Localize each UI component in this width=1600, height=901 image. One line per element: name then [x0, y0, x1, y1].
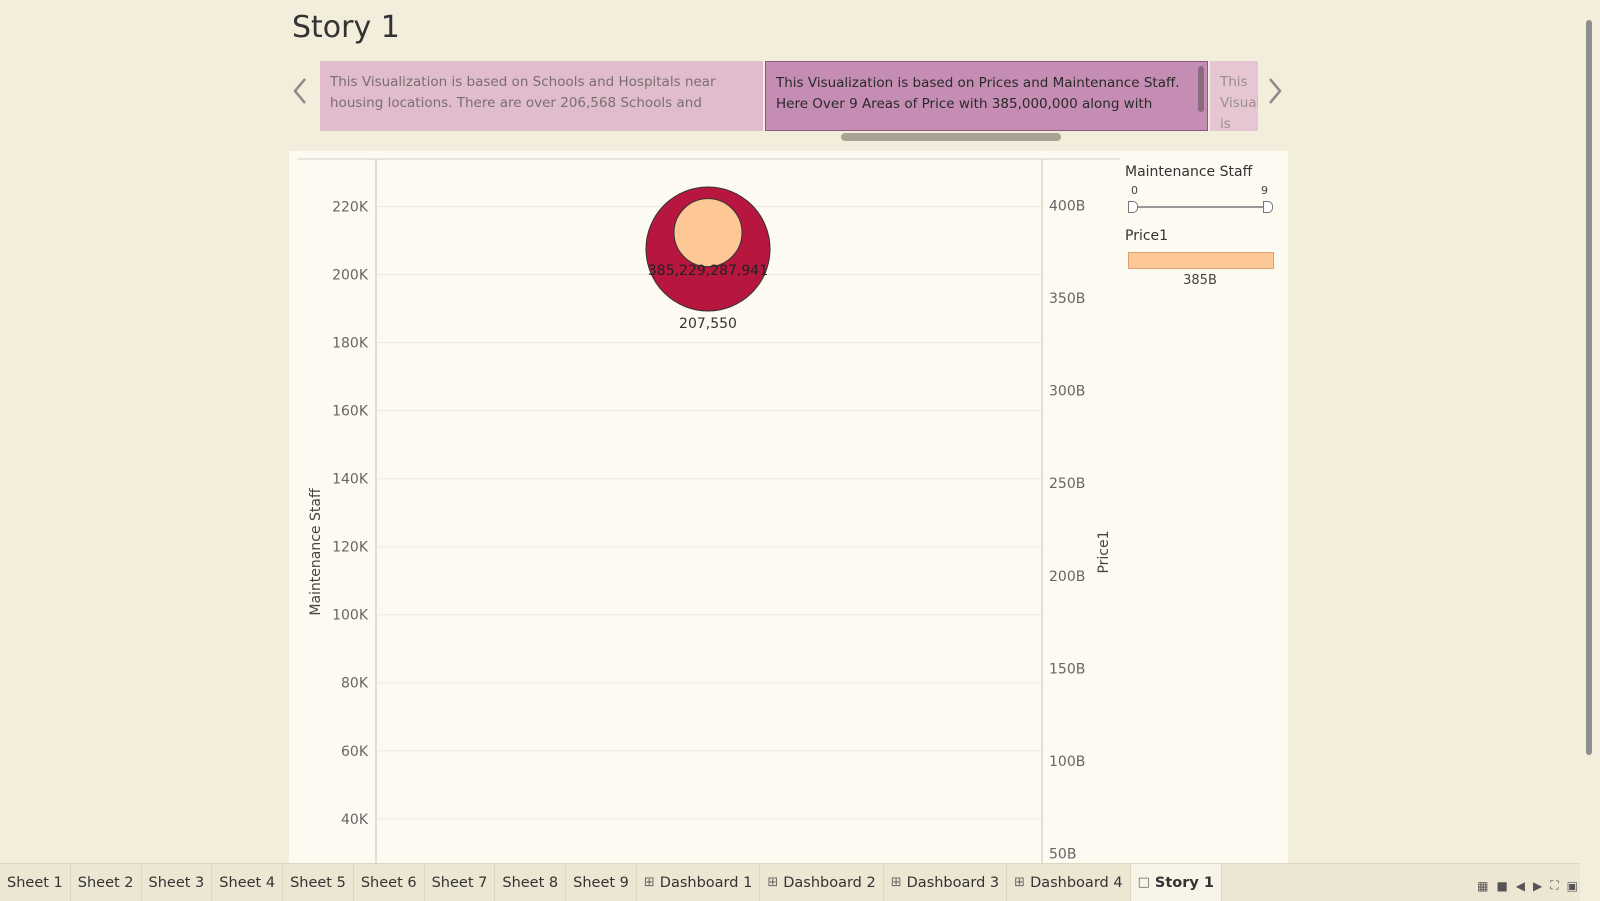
- right-tick-label: 400B: [1049, 198, 1085, 214]
- tab-sheet-1[interactable]: Sheet 1: [0, 864, 71, 901]
- tab-label: Dashboard 4: [1030, 874, 1123, 891]
- right-tick-label: 350B: [1049, 291, 1085, 307]
- prev-story-point-button[interactable]: [291, 76, 309, 106]
- grid-view-icon[interactable]: ▦: [1477, 878, 1489, 893]
- left-tick-label: 40K: [341, 812, 369, 828]
- story-title: Story 1: [292, 10, 400, 45]
- tab-label: Story 1: [1154, 874, 1214, 891]
- tab-sheet-8[interactable]: Sheet 8: [495, 864, 567, 901]
- tab-sheet-6[interactable]: Sheet 6: [354, 864, 425, 901]
- tab-label: Sheet 7: [431, 874, 488, 891]
- chevron-right-icon: [1269, 78, 1282, 104]
- tab-dashboard-4[interactable]: ⊞ Dashboard 4: [1007, 864, 1131, 901]
- left-tick-label: 200K: [332, 268, 369, 284]
- right-axis-ticks: 50B 100B 150B 200B 250B 300B 350B 400B: [1049, 198, 1085, 862]
- right-axis-label: Price1: [1096, 530, 1112, 573]
- dashboard-icon: ⊞: [767, 875, 779, 890]
- tab-sheet-3[interactable]: Sheet 3: [142, 864, 213, 901]
- tab-dashboard-3[interactable]: ⊞ Dashboard 3: [884, 864, 1008, 901]
- left-axis-ticks: 40K 60K 80K 100K 120K 140K 160K 180K 200K 220K: [332, 200, 369, 828]
- dashboard-icon: ⊞: [643, 875, 655, 890]
- price-legend-value: 385B: [1183, 273, 1217, 288]
- slider-min-handle[interactable]: [1128, 201, 1138, 213]
- status-bar-icons: ▦ ■ ◀ ▶ ⛶ ▣: [1477, 878, 1578, 893]
- tab-label: Sheet 4: [219, 874, 276, 891]
- story-icon: □: [1137, 875, 1150, 890]
- left-tick-label: 120K: [332, 540, 369, 556]
- dashboard-icon: ⊞: [890, 875, 902, 890]
- navigator-horizontal-scrollbar[interactable]: [841, 133, 1061, 141]
- left-tick-label: 160K: [332, 404, 369, 420]
- tab-sheet-2[interactable]: Sheet 2: [71, 864, 142, 901]
- tab-label: Sheet 1: [7, 874, 63, 891]
- chevron-left-icon: [293, 78, 306, 104]
- tab-sheet-5[interactable]: Sheet 5: [283, 864, 354, 901]
- right-tick-label: 300B: [1049, 384, 1085, 400]
- tab-story-1[interactable]: □ Story 1: [1130, 864, 1222, 901]
- left-tick-label: 60K: [341, 744, 369, 760]
- maintenance-min: 0: [1131, 184, 1138, 197]
- story-point-1[interactable]: This Visualization is based on Schools a…: [320, 61, 763, 131]
- left-tick-label: 100K: [332, 608, 369, 624]
- tab-sheet-9[interactable]: Sheet 9: [566, 864, 637, 901]
- dashboard-icon: ⊞: [1014, 875, 1026, 890]
- sheet-tab-bar: Sheet 1 Sheet 2 Sheet 3 Sheet 4 Sheet 5 Sheet…: [0, 863, 1580, 901]
- price-color-swatch: [1128, 252, 1274, 269]
- tab-label: Dashboard 2: [783, 874, 876, 891]
- story-navigator: This Visualization is based on Schools a…: [320, 61, 1258, 131]
- slider-max-handle[interactable]: [1263, 201, 1273, 213]
- tab-label: Dashboard 3: [906, 874, 1000, 891]
- tab-dashboard-1[interactable]: ⊞ Dashboard 1: [637, 864, 761, 901]
- previous-icon[interactable]: ◀: [1515, 878, 1526, 893]
- right-tick-label: 250B: [1049, 476, 1085, 492]
- slider-track: [1130, 206, 1269, 208]
- tab-label: Sheet 8: [502, 874, 559, 891]
- fullscreen-icon[interactable]: ⛶: [1550, 878, 1559, 892]
- tab-label: Sheet 3: [148, 874, 205, 891]
- right-tick-label: 150B: [1049, 661, 1085, 677]
- dashboard-area: [289, 151, 1288, 863]
- maintenance-range-labels: 0 9: [1125, 184, 1285, 198]
- next-icon[interactable]: ▶: [1533, 878, 1543, 893]
- right-tick-label: 200B: [1049, 569, 1085, 585]
- maintenance-max: 9: [1261, 184, 1268, 197]
- tab-sheet-7[interactable]: Sheet 7: [425, 864, 496, 901]
- maintenance-size-slider[interactable]: [1125, 200, 1285, 214]
- next-story-point-button[interactable]: [1266, 76, 1284, 106]
- tab-dashboard-2[interactable]: ⊞ Dashboard 2: [760, 864, 884, 901]
- left-tick-label: 220K: [332, 200, 369, 216]
- tab-label: Sheet 9: [573, 874, 629, 891]
- single-view-icon[interactable]: ■: [1496, 878, 1508, 893]
- vertical-scrollbar[interactable]: [1586, 20, 1592, 755]
- price-legend-title: Price1: [1125, 228, 1169, 244]
- present-icon[interactable]: ▣: [1566, 878, 1578, 893]
- right-tick-label: 50B: [1049, 847, 1076, 863]
- price-mark[interactable]: [673, 198, 743, 268]
- tab-label: Sheet 2: [77, 874, 134, 891]
- story-point-2[interactable]: This Visualization is based on Prices an…: [765, 61, 1208, 131]
- left-axis-label: Maintenance Staff: [308, 488, 324, 616]
- tab-label: Sheet 5: [290, 874, 346, 891]
- tab-label: Sheet 6: [360, 874, 417, 891]
- price-data-label: 385,229,287,941: [648, 263, 768, 279]
- right-tick-label: 100B: [1049, 754, 1085, 770]
- maintenance-legend-title: Maintenance Staff: [1125, 164, 1253, 180]
- legend-panel: Maintenance Staff 0 9 Price1 385B: [1125, 164, 1285, 288]
- chart-marks: 385,229,287,941 207,550: [645, 186, 771, 332]
- tab-sheet-4[interactable]: Sheet 4: [212, 864, 284, 901]
- tab-label: Dashboard 1: [659, 874, 753, 891]
- caption-scrollbar[interactable]: [1198, 66, 1204, 112]
- left-tick-label: 80K: [341, 676, 369, 692]
- left-tick-label: 140K: [332, 472, 369, 488]
- story-point-3[interactable]: This Visualization is based on the Lo: [1210, 61, 1258, 131]
- maintenance-data-label: 207,550: [679, 316, 737, 332]
- left-tick-label: 180K: [332, 336, 369, 352]
